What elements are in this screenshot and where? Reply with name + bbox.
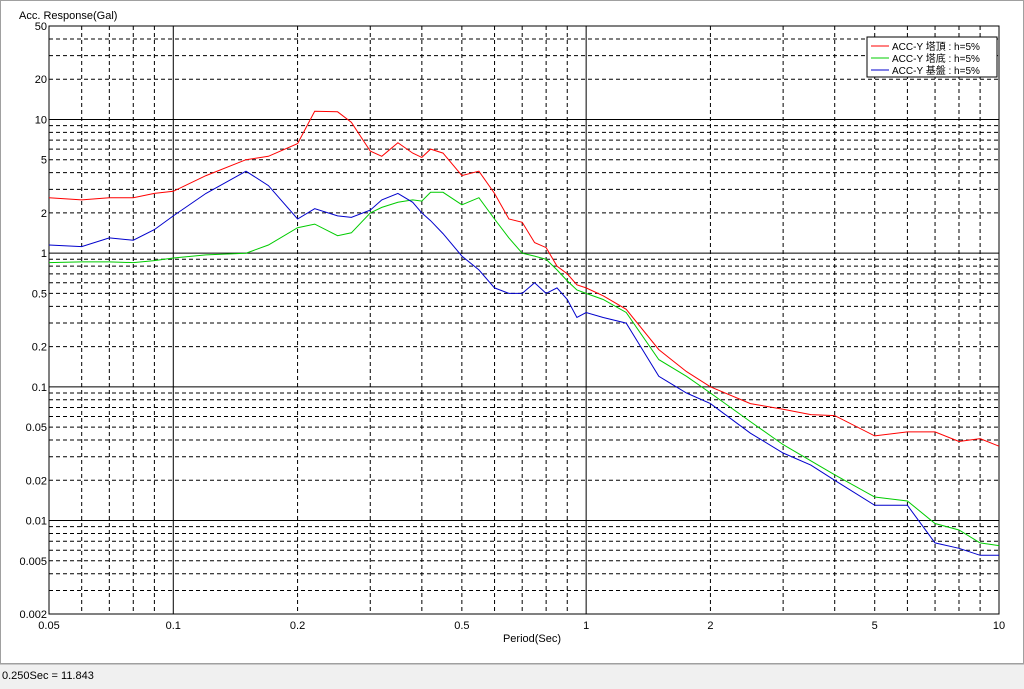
- legend: ACC-Y 塔頂 : h=5%ACC-Y 塔底 : h=5%ACC-Y 基盤 :…: [866, 36, 998, 78]
- status-bar: 0.250Sec = 11.843: [0, 664, 1024, 689]
- x-tick-label: 2: [707, 620, 713, 632]
- y-tick-label: 0.01: [26, 516, 47, 528]
- chart-window: Acc. Response(Gal) 0.05 0.1 0.2 0.5 1 2 5 10 50 2…: [0, 0, 1024, 664]
- status-readout: 0.250Sec = 11.843: [2, 670, 94, 682]
- y-tick-label: 0.02: [26, 475, 47, 487]
- series-line-2: [48, 191, 1000, 547]
- x-tick-label: 0.5: [454, 620, 469, 632]
- legend-entry-3: ACC-Y 基盤 : h=5%: [892, 64, 980, 77]
- x-tick-label: 10: [993, 620, 1005, 632]
- response-spectrum-chart: Acc. Response(Gal) 0.05 0.1 0.2 0.5 1 2 5 10 50 2…: [19, 10, 1005, 645]
- y-axis-label: Acc. Response(Gal): [19, 10, 117, 22]
- x-tick-label: 0.1: [166, 620, 181, 632]
- y-tick-label: 20: [35, 74, 47, 86]
- x-tick-label: 0.05: [38, 620, 59, 632]
- series-line-1: [48, 110, 1000, 447]
- y-tick-label: 0.2: [32, 342, 47, 354]
- x-tick-label: 5: [872, 620, 878, 632]
- y-tick-label: 0.05: [26, 422, 47, 434]
- y-tick-label: 5: [41, 155, 47, 167]
- x-tick-label: 0.2: [290, 620, 305, 632]
- x-axis-label: Period(Sec): [503, 633, 561, 645]
- grid-lines: [48, 25, 1000, 615]
- y-tick-label: 0.005: [19, 556, 47, 568]
- y-tick-label: 50: [35, 21, 47, 33]
- tick-labels: 0.05 0.1 0.2 0.5 1 2 5 10 50 20 10 5 2 1 0.5 0.2 0.1 0.05…: [19, 21, 1005, 632]
- legend-entry-2: ACC-Y 塔底 : h=5%: [892, 52, 980, 65]
- y-tick-label: 2: [41, 208, 47, 220]
- y-tick-label: 0.5: [32, 288, 47, 300]
- y-tick-label: 0.002: [19, 609, 47, 621]
- y-tick-label: 0.1: [32, 382, 47, 394]
- plot-area: [48, 25, 1000, 615]
- y-tick-label: 10: [35, 114, 47, 126]
- series-line-3: [48, 170, 999, 556]
- legend-entry-1: ACC-Y 塔頂 : h=5%: [892, 40, 980, 53]
- x-tick-label: 1: [583, 620, 589, 632]
- y-tick-label: 1: [41, 248, 47, 260]
- series-lines: [48, 110, 1000, 556]
